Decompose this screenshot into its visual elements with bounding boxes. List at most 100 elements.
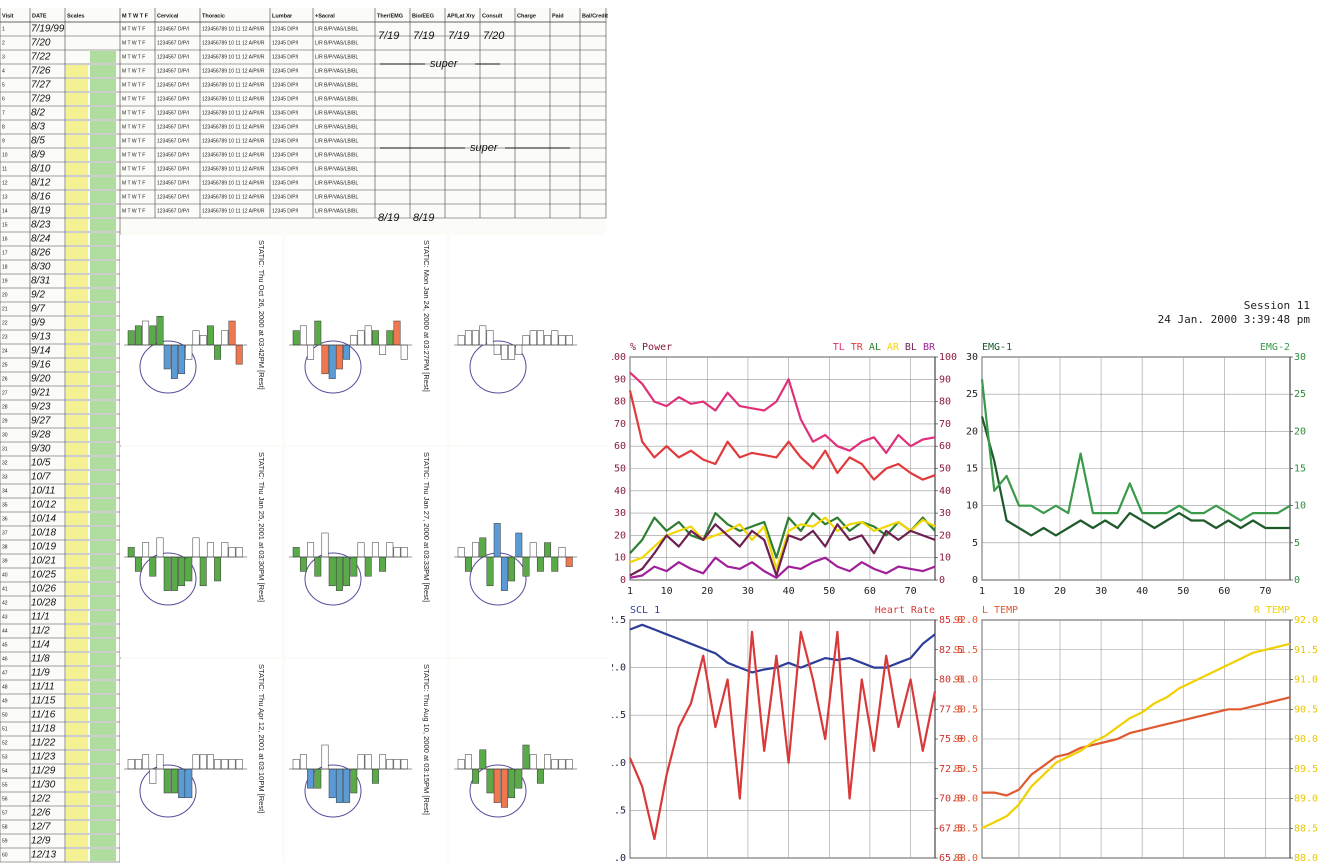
legend-entry: TR xyxy=(851,342,864,353)
bar xyxy=(214,557,220,581)
row-template: M T W T F xyxy=(122,194,145,200)
highlight xyxy=(90,835,116,847)
highlight xyxy=(90,163,116,175)
legend-entry: BL xyxy=(905,342,917,353)
bar xyxy=(315,769,321,788)
row-template: M T W T F xyxy=(122,110,145,116)
y2-tick-label: 91.0 xyxy=(1294,675,1318,686)
highlight xyxy=(66,793,88,805)
visit-date: 10/19 xyxy=(31,542,56,553)
highlight xyxy=(66,93,88,105)
form-header: DATE xyxy=(32,13,47,19)
bar xyxy=(480,750,486,769)
y-tick-label: 0 xyxy=(620,575,626,586)
y-tick-label: .0 xyxy=(614,853,626,863)
bar xyxy=(387,759,393,769)
highlight xyxy=(90,359,116,371)
row-template: 12345 D/P/I xyxy=(272,138,298,144)
highlight xyxy=(66,149,88,161)
visit-number: 60 xyxy=(2,852,8,858)
visit-number: 46 xyxy=(2,656,8,662)
row-template: 123456789 10 11 12 A/P/I/R xyxy=(202,68,265,74)
bar xyxy=(193,755,199,769)
row-template: L/R B/P/VAS/LB/BL xyxy=(315,40,358,46)
bar xyxy=(351,335,357,345)
visit-number: 18 xyxy=(2,264,8,270)
y2-tick-label: 20 xyxy=(939,530,951,541)
highlight xyxy=(66,429,88,441)
row-template: 12345 D/P/I xyxy=(272,26,298,32)
bar xyxy=(552,759,558,769)
highlight xyxy=(90,233,116,245)
y2-tick-label: 70 xyxy=(939,419,951,430)
bar xyxy=(458,759,464,769)
bar xyxy=(315,557,321,576)
row-template: L/R B/P/VAS/LB/BL xyxy=(315,54,358,60)
bar xyxy=(307,769,313,788)
visit-date: 8/10 xyxy=(31,164,51,175)
bar xyxy=(480,326,486,345)
bar xyxy=(566,335,572,345)
visit-number: 3 xyxy=(2,54,5,60)
highlight xyxy=(90,457,116,469)
highlight xyxy=(66,135,88,147)
bar xyxy=(494,769,500,803)
highlight xyxy=(90,415,116,427)
bar xyxy=(214,345,220,359)
x-tick-label: 40 xyxy=(1136,586,1148,597)
visit-number: 16 xyxy=(2,236,8,242)
y2-tick-label: 20 xyxy=(1294,426,1306,437)
x-tick-label: 10 xyxy=(1013,586,1025,597)
bar xyxy=(465,755,471,769)
bar xyxy=(164,769,170,793)
y-tick-label: 90 xyxy=(614,374,626,385)
session-label: Session 11 xyxy=(1244,299,1310,312)
y-tick-label: 10 xyxy=(966,501,978,512)
bar xyxy=(458,547,464,557)
bar xyxy=(472,331,478,345)
x-tick-label: 60 xyxy=(1218,586,1230,597)
highlight xyxy=(90,107,116,119)
visit-number: 33 xyxy=(2,474,8,480)
highlight xyxy=(90,751,116,763)
visit-number: 48 xyxy=(2,684,8,690)
visit-date: 10/14 xyxy=(31,514,56,525)
highlight xyxy=(90,471,116,483)
bar xyxy=(293,759,299,769)
form-header: Visit xyxy=(2,13,14,19)
x-tick-label: 70 xyxy=(1259,586,1271,597)
visit-date: 11/11 xyxy=(31,682,55,693)
highlight xyxy=(66,275,88,287)
highlight xyxy=(66,303,88,315)
bar xyxy=(178,345,184,374)
row-template: L/R B/P/VAS/LB/BL xyxy=(315,110,358,116)
bar xyxy=(300,326,306,345)
highlight xyxy=(90,387,116,399)
visit-date: 10/26 xyxy=(31,584,56,595)
mini-bar-chart xyxy=(450,447,612,657)
bar xyxy=(530,543,536,557)
y2-tick-label: 92.0 xyxy=(1294,615,1318,626)
highlight xyxy=(66,443,88,455)
visit-number: 43 xyxy=(2,614,8,620)
x-tick-label: 1 xyxy=(979,586,985,597)
bar xyxy=(351,769,357,793)
bar xyxy=(365,557,371,576)
visit-number: 19 xyxy=(2,278,8,284)
highlight xyxy=(90,261,116,273)
line-chart: 1102030405060700102030405060708090100010… xyxy=(608,342,957,597)
visit-number: 42 xyxy=(2,600,8,606)
y-tick-label: 20 xyxy=(966,426,978,437)
row-template: 1234567 D/P/I xyxy=(157,194,189,200)
y2-tick-label: 50 xyxy=(939,464,951,475)
highlight xyxy=(90,191,116,203)
highlight xyxy=(90,429,116,441)
bar xyxy=(135,326,141,345)
visit-number: 5 xyxy=(2,82,5,88)
visit-date: 7/22 xyxy=(31,52,51,63)
row-template: 123456789 10 11 12 A/P/I/R xyxy=(202,26,265,32)
highlight xyxy=(66,247,88,259)
highlight xyxy=(66,499,88,511)
row-template: 12345 D/P/I xyxy=(272,166,298,172)
bar xyxy=(544,755,550,769)
